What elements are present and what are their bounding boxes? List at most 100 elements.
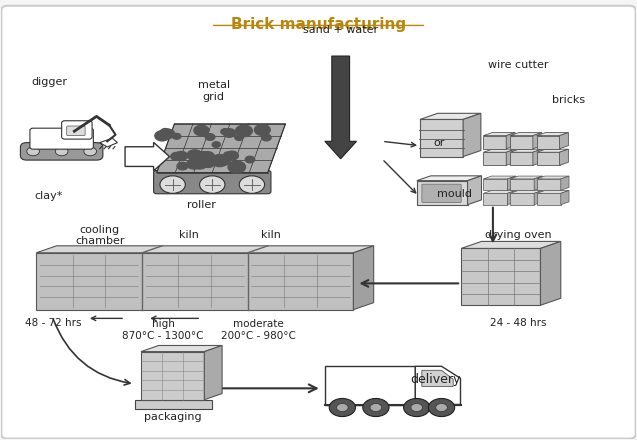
FancyBboxPatch shape	[134, 400, 212, 409]
Circle shape	[436, 403, 447, 411]
Polygon shape	[506, 149, 515, 165]
Polygon shape	[536, 191, 569, 193]
Polygon shape	[536, 193, 561, 205]
Circle shape	[222, 158, 230, 164]
Polygon shape	[510, 179, 534, 190]
Polygon shape	[157, 124, 285, 172]
Circle shape	[195, 152, 211, 163]
Text: 48 - 72 hrs: 48 - 72 hrs	[25, 318, 82, 328]
Text: moderate
200°C - 980°C: moderate 200°C - 980°C	[221, 319, 296, 341]
Polygon shape	[483, 179, 508, 190]
Polygon shape	[510, 149, 541, 152]
Text: bricks: bricks	[552, 95, 585, 105]
Polygon shape	[420, 114, 481, 119]
FancyBboxPatch shape	[422, 184, 461, 202]
FancyBboxPatch shape	[20, 143, 103, 160]
Circle shape	[192, 158, 208, 169]
Polygon shape	[417, 181, 468, 205]
Circle shape	[202, 159, 215, 167]
Polygon shape	[561, 176, 569, 190]
Circle shape	[173, 133, 181, 139]
Text: kiln: kiln	[178, 230, 198, 240]
Circle shape	[220, 158, 230, 165]
Polygon shape	[420, 119, 463, 157]
Polygon shape	[36, 253, 354, 310]
Circle shape	[205, 134, 215, 140]
Text: or: or	[433, 139, 445, 148]
Polygon shape	[536, 152, 559, 165]
Polygon shape	[36, 246, 374, 253]
Polygon shape	[508, 191, 516, 205]
Polygon shape	[559, 149, 568, 165]
Circle shape	[235, 135, 243, 140]
Circle shape	[429, 399, 455, 417]
Circle shape	[228, 161, 245, 173]
Polygon shape	[508, 176, 516, 190]
Polygon shape	[100, 138, 117, 147]
Polygon shape	[536, 136, 559, 149]
Circle shape	[160, 176, 185, 193]
Circle shape	[211, 154, 229, 167]
Circle shape	[370, 403, 382, 411]
FancyBboxPatch shape	[154, 170, 271, 194]
Circle shape	[223, 129, 236, 137]
Circle shape	[254, 125, 270, 136]
FancyBboxPatch shape	[325, 366, 415, 404]
Circle shape	[155, 131, 169, 141]
Circle shape	[245, 156, 255, 163]
Circle shape	[193, 152, 206, 161]
Polygon shape	[204, 345, 222, 400]
Polygon shape	[422, 370, 453, 386]
Circle shape	[212, 142, 220, 147]
Circle shape	[84, 147, 97, 156]
Polygon shape	[533, 149, 541, 165]
Circle shape	[161, 129, 175, 139]
Text: delivery: delivery	[411, 373, 461, 386]
Text: kiln: kiln	[261, 230, 281, 240]
Polygon shape	[536, 132, 568, 136]
Polygon shape	[415, 366, 461, 404]
Polygon shape	[483, 176, 516, 179]
Polygon shape	[141, 352, 204, 400]
Text: cooling
chamber: cooling chamber	[75, 224, 124, 246]
Circle shape	[175, 151, 188, 160]
Circle shape	[55, 147, 68, 156]
Text: roller: roller	[187, 200, 215, 210]
Polygon shape	[510, 152, 533, 165]
Text: mould: mould	[438, 189, 473, 199]
Text: Brick manufacturing: Brick manufacturing	[231, 17, 406, 32]
Polygon shape	[141, 345, 222, 352]
Circle shape	[329, 399, 355, 417]
FancyArrow shape	[125, 143, 169, 171]
Text: high
870°C - 1300°C: high 870°C - 1300°C	[122, 319, 204, 341]
Polygon shape	[461, 242, 561, 249]
Polygon shape	[536, 176, 569, 179]
Polygon shape	[461, 249, 540, 305]
Polygon shape	[536, 149, 568, 152]
Polygon shape	[468, 176, 482, 205]
Text: metal
grid: metal grid	[198, 80, 230, 102]
Circle shape	[224, 152, 232, 158]
FancyBboxPatch shape	[1, 6, 636, 439]
FancyBboxPatch shape	[62, 121, 92, 139]
FancyBboxPatch shape	[30, 128, 94, 149]
Circle shape	[262, 134, 271, 141]
Polygon shape	[510, 191, 542, 193]
Polygon shape	[483, 193, 508, 205]
Polygon shape	[534, 176, 542, 190]
Polygon shape	[559, 132, 568, 149]
Circle shape	[161, 128, 171, 136]
Circle shape	[225, 151, 238, 160]
Polygon shape	[540, 242, 561, 305]
Polygon shape	[483, 132, 515, 136]
Polygon shape	[510, 176, 542, 179]
Polygon shape	[483, 191, 516, 193]
Polygon shape	[510, 132, 541, 136]
Polygon shape	[506, 132, 515, 149]
Circle shape	[201, 152, 215, 161]
Circle shape	[336, 403, 348, 411]
Circle shape	[236, 125, 252, 137]
Polygon shape	[534, 191, 542, 205]
Polygon shape	[536, 179, 561, 190]
Polygon shape	[510, 136, 533, 149]
